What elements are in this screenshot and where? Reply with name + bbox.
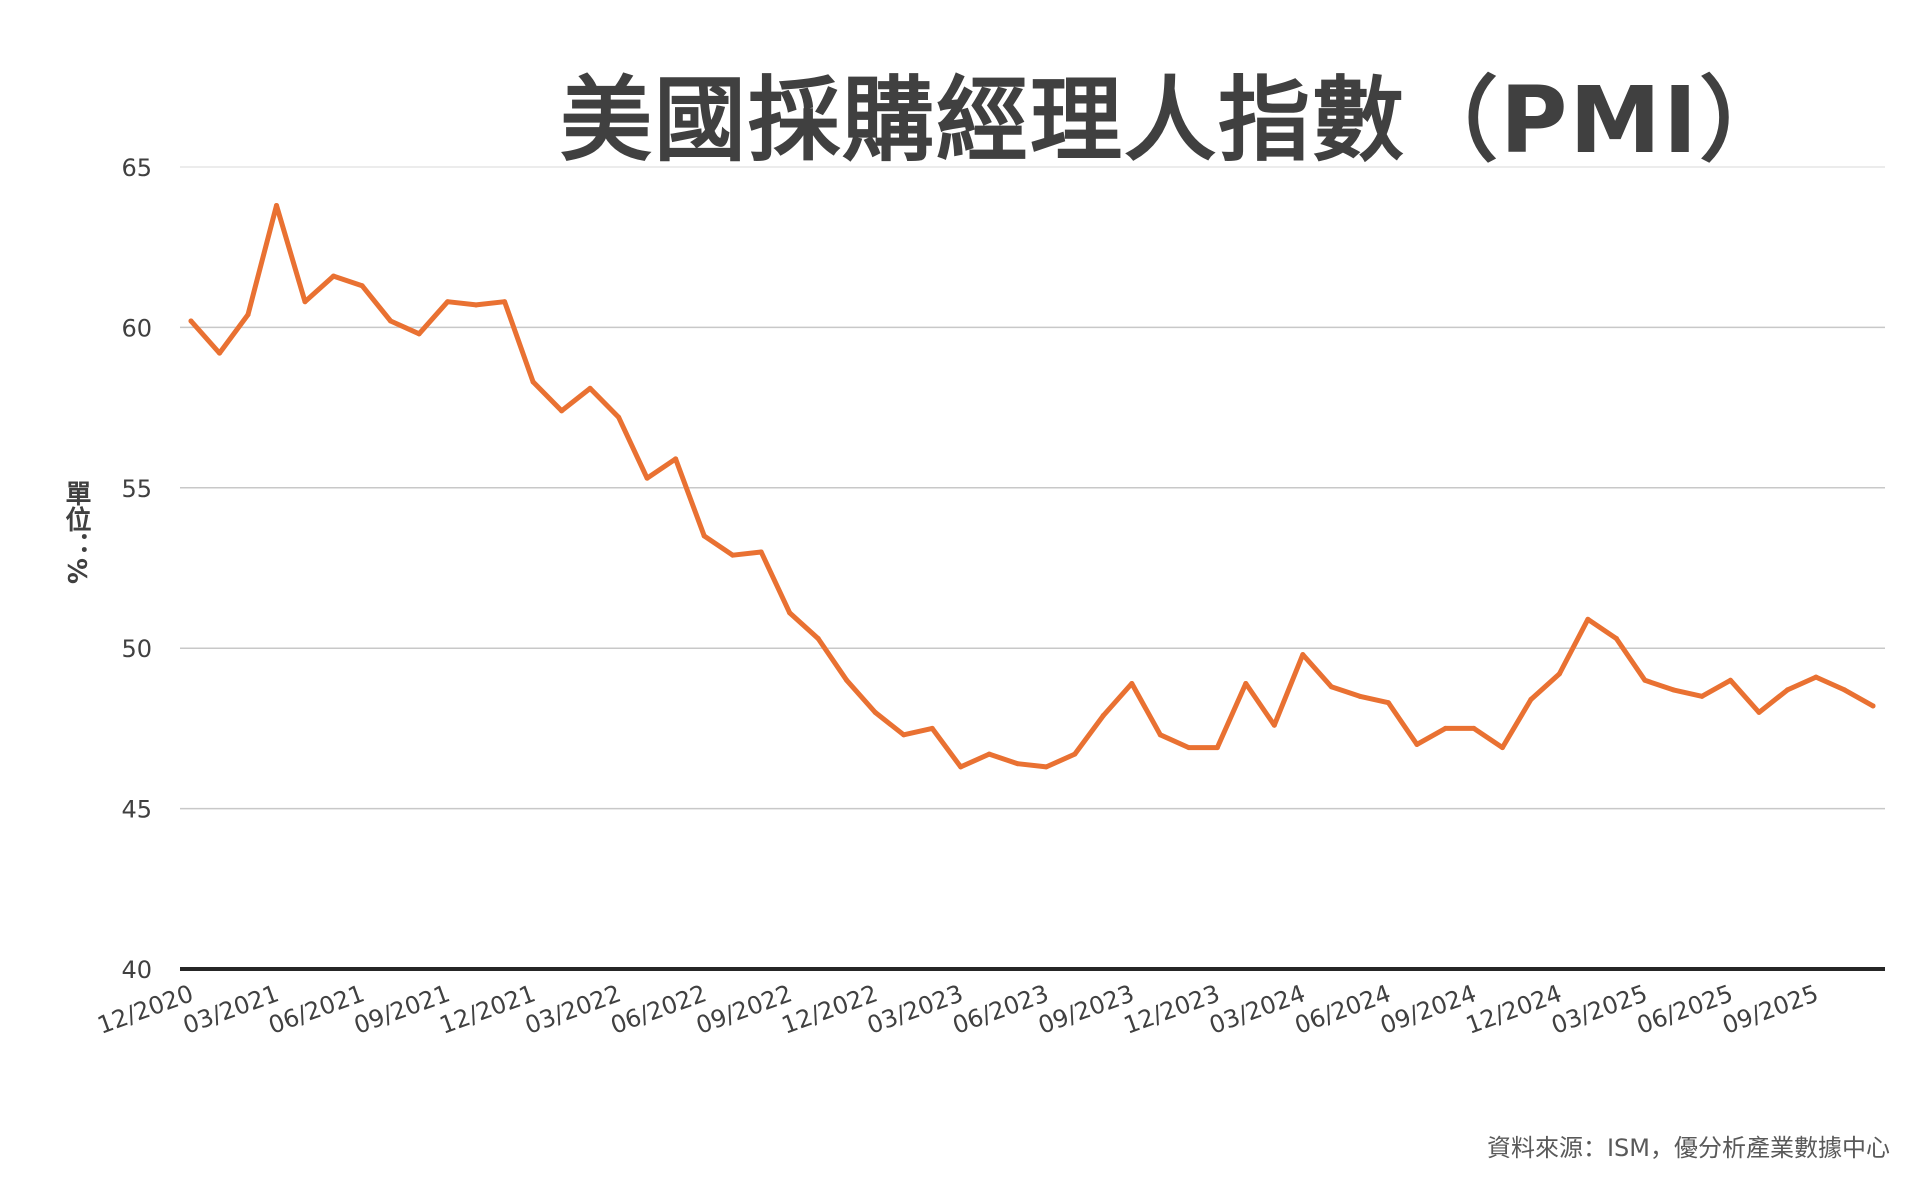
data-point bbox=[445, 299, 451, 305]
x-tick-label: 12/2022 bbox=[778, 979, 881, 1039]
data-point bbox=[787, 610, 793, 616]
data-point bbox=[1300, 652, 1306, 658]
x-tick-label: 12/2020 bbox=[94, 979, 197, 1039]
x-tick-label: 09/2024 bbox=[1377, 979, 1480, 1039]
data-point bbox=[958, 764, 964, 770]
data-point bbox=[1613, 636, 1619, 642]
y-tick-label: 45 bbox=[121, 796, 152, 824]
data-point bbox=[1870, 703, 1876, 709]
data-point bbox=[1642, 677, 1648, 683]
data-point bbox=[1499, 745, 1505, 751]
data-point bbox=[302, 299, 308, 305]
x-tick-label: 03/2024 bbox=[1206, 979, 1309, 1039]
data-point bbox=[673, 456, 679, 462]
data-point bbox=[1129, 680, 1135, 686]
data-point bbox=[1015, 761, 1021, 767]
series-line-0 bbox=[188, 203, 1876, 770]
data-point bbox=[1072, 751, 1078, 757]
data-point bbox=[1784, 687, 1790, 693]
data-point bbox=[1528, 697, 1534, 703]
x-tick-label: 09/2025 bbox=[1719, 979, 1822, 1039]
data-point bbox=[1585, 616, 1591, 622]
data-point bbox=[1243, 680, 1249, 686]
x-tick-label: 06/2025 bbox=[1633, 979, 1736, 1039]
y-axis-ticks: 40 45 50 55 60 65 bbox=[121, 154, 152, 984]
y-tick-label: 60 bbox=[121, 314, 152, 342]
series-layer bbox=[188, 202, 1876, 770]
data-point bbox=[758, 549, 764, 555]
data-point bbox=[416, 331, 422, 337]
data-point bbox=[1271, 722, 1277, 728]
data-point bbox=[844, 677, 850, 683]
data-point bbox=[1214, 745, 1220, 751]
data-point bbox=[217, 350, 223, 356]
data-point bbox=[245, 312, 251, 318]
data-point bbox=[473, 302, 479, 308]
data-point bbox=[1813, 674, 1819, 680]
chart-title: 美國採購經理人指數（PMI） bbox=[560, 67, 1794, 174]
data-point bbox=[986, 751, 992, 757]
data-point bbox=[730, 552, 736, 558]
y-axis-label-wrap: 單位：% bbox=[58, 480, 94, 584]
data-point bbox=[1157, 732, 1163, 738]
x-tick-label: 12/2024 bbox=[1462, 979, 1565, 1039]
data-point bbox=[701, 533, 707, 539]
source-note: 資料來源：ISM，優分析產業數據中心 bbox=[1486, 1134, 1890, 1162]
data-point bbox=[1357, 693, 1363, 699]
y-tick-label: 40 bbox=[121, 956, 152, 984]
data-point bbox=[1556, 671, 1562, 677]
data-point bbox=[1414, 741, 1420, 747]
data-point bbox=[1841, 687, 1847, 693]
y-axis-label: 單位：% bbox=[61, 480, 91, 585]
x-tick-label: 03/2023 bbox=[864, 979, 967, 1039]
data-point bbox=[1727, 677, 1733, 683]
data-point bbox=[1328, 684, 1334, 690]
data-point bbox=[1699, 693, 1705, 699]
data-point bbox=[929, 725, 935, 731]
data-point bbox=[587, 385, 593, 391]
x-tick-label: 12/2023 bbox=[1120, 979, 1223, 1039]
data-point bbox=[331, 273, 337, 279]
x-tick-label: 03/2021 bbox=[179, 979, 282, 1039]
data-point bbox=[872, 709, 878, 715]
data-point bbox=[1756, 709, 1762, 715]
data-point bbox=[1442, 725, 1448, 731]
data-point bbox=[1385, 700, 1391, 706]
data-point bbox=[502, 299, 508, 305]
data-point bbox=[815, 636, 821, 642]
data-point bbox=[644, 475, 650, 481]
y-tick-label: 55 bbox=[121, 475, 152, 503]
x-tick-label: 06/2022 bbox=[607, 979, 710, 1039]
x-tick-label: 06/2024 bbox=[1291, 979, 1394, 1039]
x-tick-label: 09/2023 bbox=[1035, 979, 1138, 1039]
x-tick-label: 12/2021 bbox=[436, 979, 539, 1039]
x-tick-label: 03/2022 bbox=[521, 979, 624, 1039]
data-point bbox=[274, 202, 280, 208]
data-point bbox=[530, 379, 536, 385]
data-point bbox=[1471, 725, 1477, 731]
data-point bbox=[359, 283, 365, 289]
gridlines bbox=[180, 166, 1885, 971]
data-point bbox=[1043, 764, 1049, 770]
data-point bbox=[616, 414, 622, 420]
x-tick-label: 06/2021 bbox=[265, 979, 368, 1039]
x-tick-label: 03/2025 bbox=[1548, 979, 1651, 1039]
x-tick-label: 09/2022 bbox=[692, 979, 795, 1039]
x-tick-label: 06/2023 bbox=[949, 979, 1052, 1039]
x-tick-label: 09/2021 bbox=[350, 979, 453, 1039]
y-tick-label: 65 bbox=[121, 154, 152, 182]
data-point bbox=[1670, 687, 1676, 693]
data-point bbox=[1100, 713, 1106, 719]
data-point bbox=[901, 732, 907, 738]
data-point bbox=[388, 318, 394, 324]
data-point bbox=[559, 408, 565, 414]
x-axis-ticks: 12/202003/202106/202109/202112/202103/20… bbox=[94, 979, 1822, 1039]
y-tick-label: 50 bbox=[121, 635, 152, 663]
data-point bbox=[188, 318, 194, 324]
data-point bbox=[1186, 745, 1192, 751]
